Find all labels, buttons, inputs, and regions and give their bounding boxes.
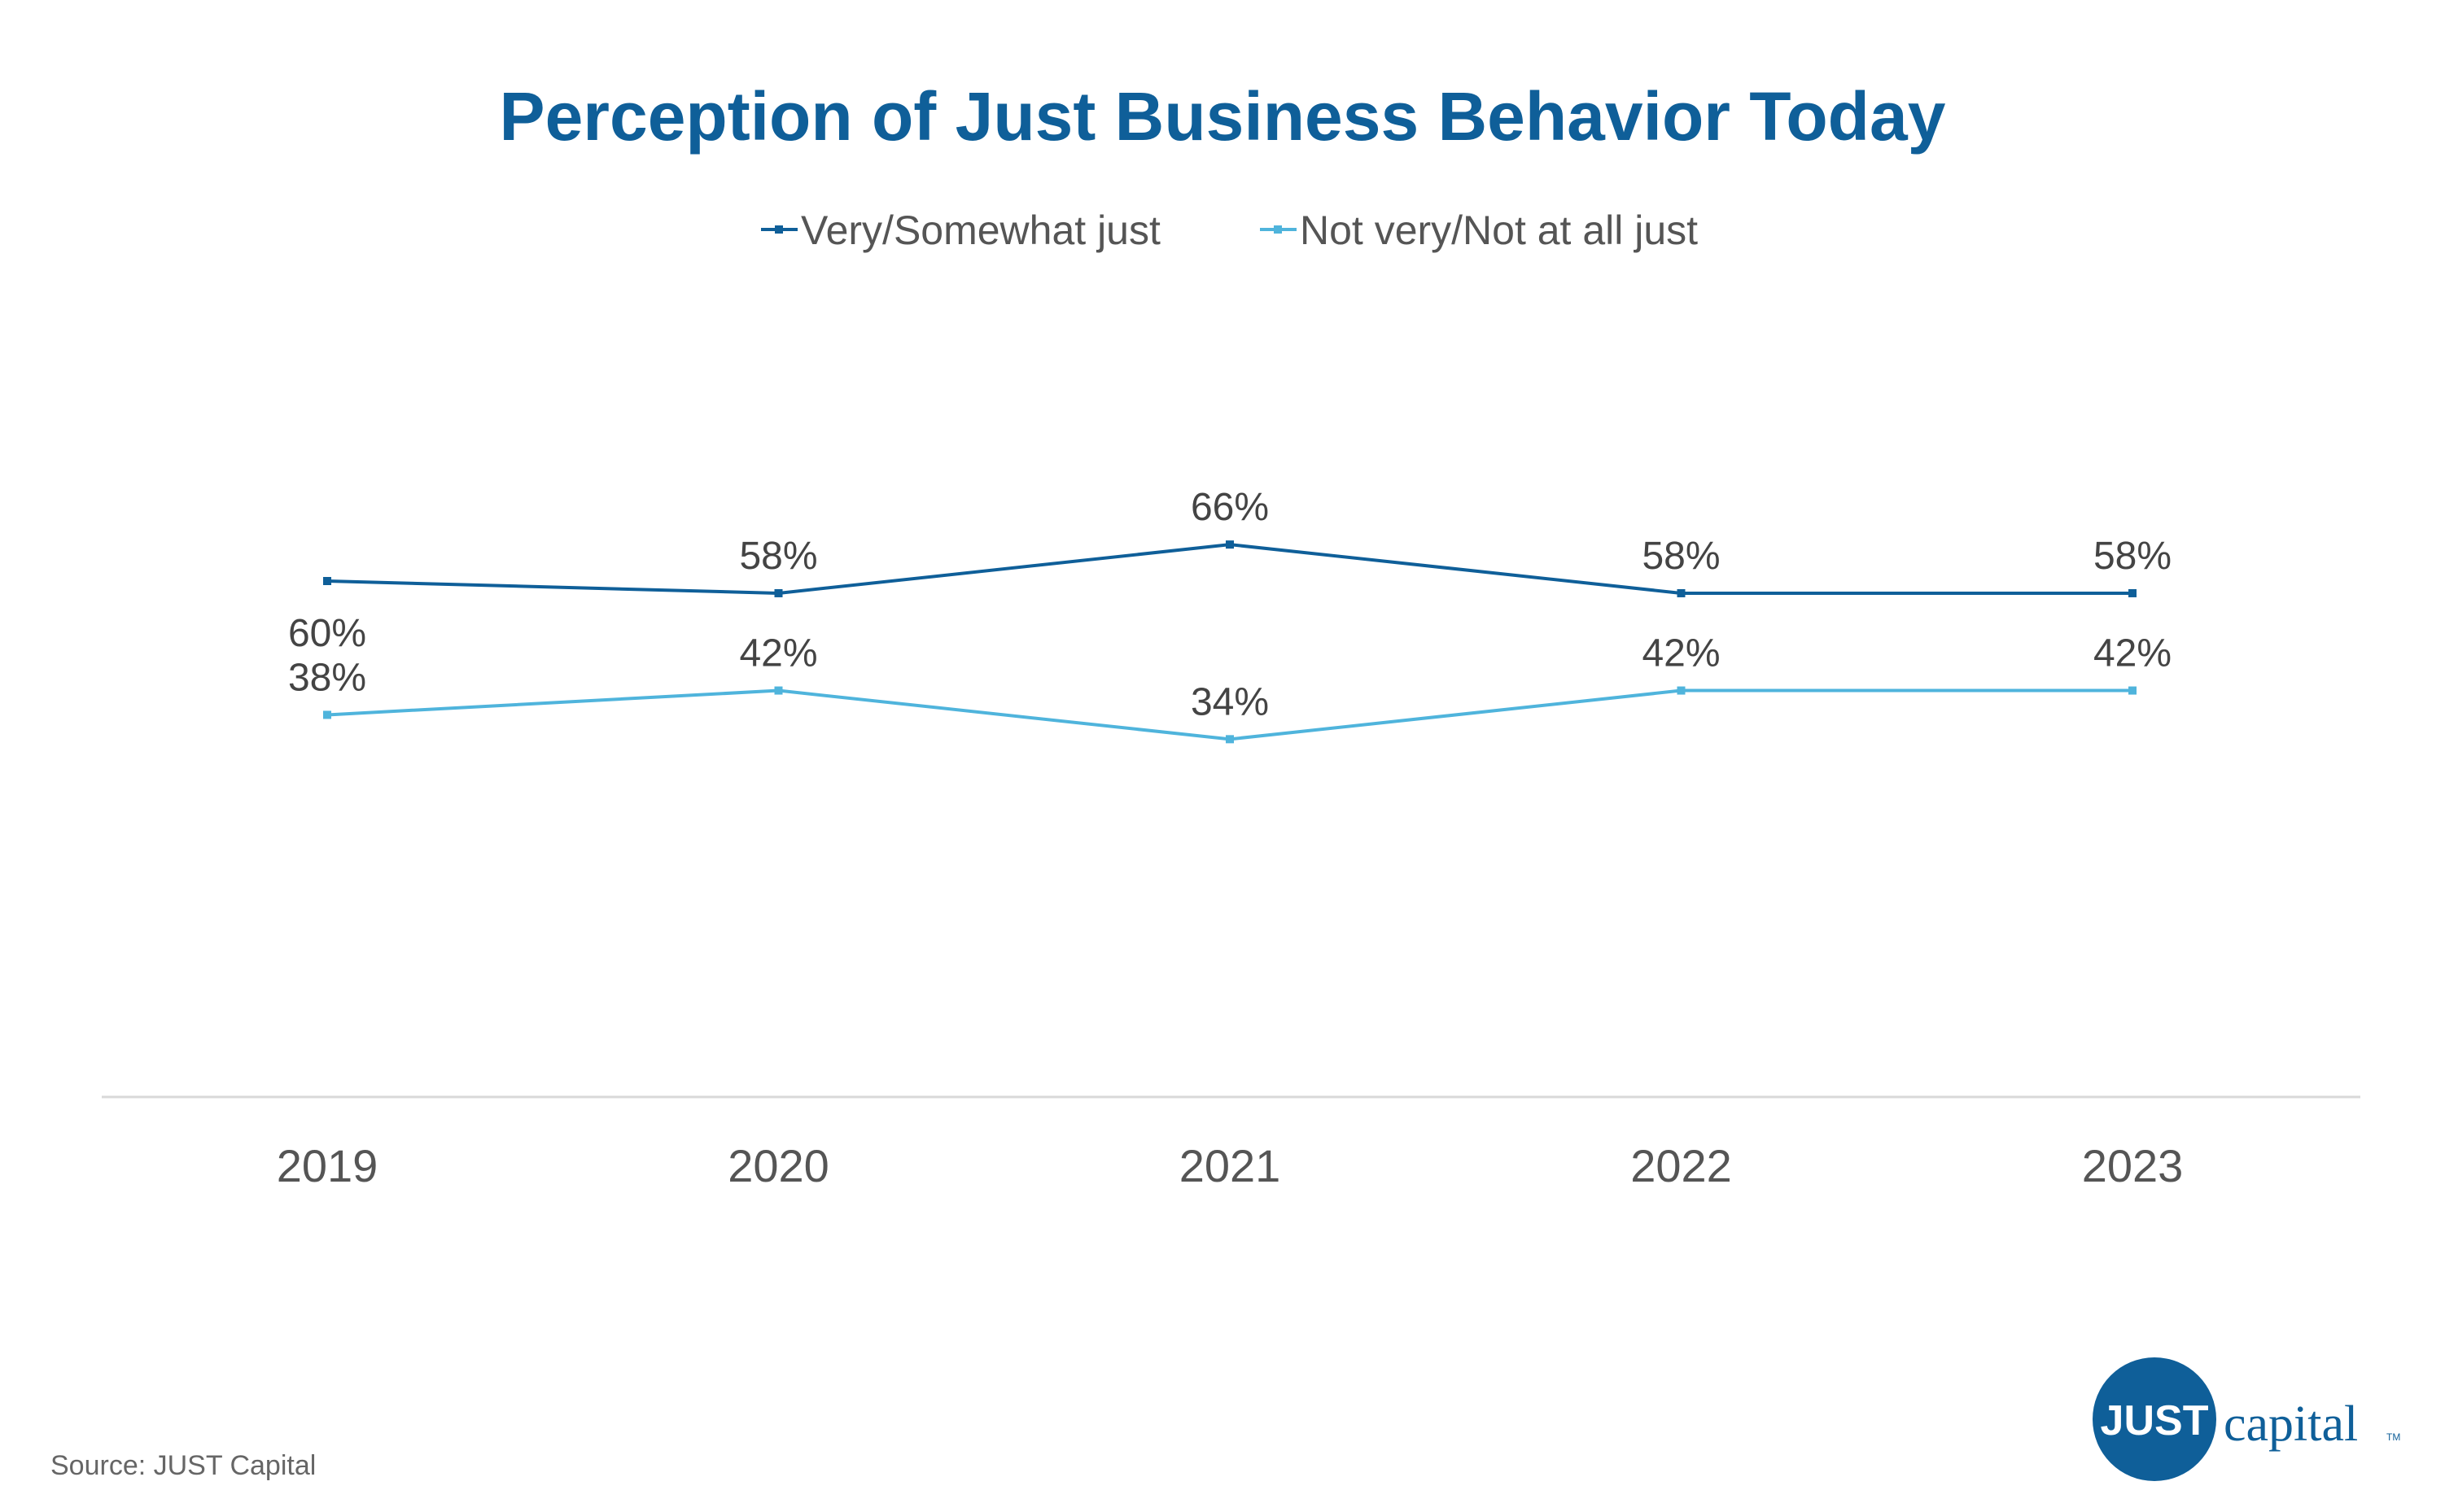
legend-marker-not-very-not-at-all-just	[1274, 225, 1282, 234]
logo-circle	[2093, 1357, 2216, 1481]
data-label-very-somewhat-just-2023: 58%	[2093, 535, 2172, 578]
data-point-not-very-not-at-all-just-2021	[1226, 735, 1234, 744]
x-axis-tick-labels: 2019 2020 2021 2022 2023	[277, 1140, 2184, 1191]
data-label-very-somewhat-just-2021: 66%	[1191, 486, 1269, 529]
logo-just-text: JUST	[2101, 1397, 2209, 1444]
x-tick-label-2022: 2022	[1630, 1140, 1732, 1191]
x-tick-label-2021: 2021	[1179, 1140, 1281, 1191]
data-label-not-very-not-at-all-just-2020: 42%	[739, 632, 817, 675]
x-tick-label-2020: 2020	[728, 1140, 829, 1191]
data-point-not-very-not-at-all-just-2022	[1677, 686, 1686, 695]
data-point-very-somewhat-just-2022	[1677, 588, 1686, 597]
data-label-not-very-not-at-all-just-2019: 38%	[288, 656, 366, 699]
data-point-very-somewhat-just-2021	[1226, 540, 1234, 549]
data-point-not-very-not-at-all-just-2020	[774, 686, 783, 695]
logo-tm-text: TM	[2386, 1431, 2400, 1443]
x-tick-label-2019: 2019	[277, 1140, 378, 1191]
legend-item-not-very-not-at-all-just: Not very/Not at all just	[1260, 208, 1698, 253]
data-point-very-somewhat-just-2019	[323, 577, 331, 585]
series-very-somewhat-just: 60% 58% 66% 58% 58%	[288, 486, 2172, 655]
series-line-very-somewhat-just	[326, 543, 2132, 595]
data-point-not-very-not-at-all-just-2019	[323, 710, 331, 719]
data-label-not-very-not-at-all-just-2021: 34%	[1191, 680, 1269, 723]
legend-item-very-somewhat-just: Very/Somewhat just	[761, 208, 1161, 253]
data-label-very-somewhat-just-2022: 58%	[1642, 535, 1720, 578]
series-not-very-not-at-all-just: 38% 42% 34% 42% 42%	[288, 632, 2172, 744]
data-point-very-somewhat-just-2020	[774, 588, 783, 597]
logo-capital-text: capital	[2224, 1396, 2358, 1452]
legend-marker-very-somewhat-just	[775, 225, 783, 234]
data-label-not-very-not-at-all-just-2022: 42%	[1642, 632, 1720, 675]
data-point-not-very-not-at-all-just-2023	[2128, 686, 2137, 695]
x-tick-label-2023: 2023	[2082, 1140, 2184, 1191]
data-label-not-very-not-at-all-just-2023: 42%	[2093, 632, 2172, 675]
legend-label-not-very-not-at-all-just: Not very/Not at all just	[1300, 208, 1698, 253]
just-capital-logo: JUST capital TM	[2093, 1357, 2400, 1481]
source-note: Source: JUST Capital	[50, 1450, 316, 1481]
legend-label-very-somewhat-just: Very/Somewhat just	[801, 208, 1161, 253]
data-point-very-somewhat-just-2023	[2128, 588, 2137, 597]
data-label-very-somewhat-just-2019: 60%	[288, 612, 366, 655]
series-layer: 60% 58% 66% 58% 58% 38% 42% 34% 42% 42%	[288, 486, 2172, 744]
chart-title: Perception of Just Business Behavior Tod…	[500, 78, 1946, 155]
data-label-very-somewhat-just-2020: 58%	[739, 535, 817, 578]
legend: Very/Somewhat just Not very/Not at all j…	[761, 208, 1698, 253]
